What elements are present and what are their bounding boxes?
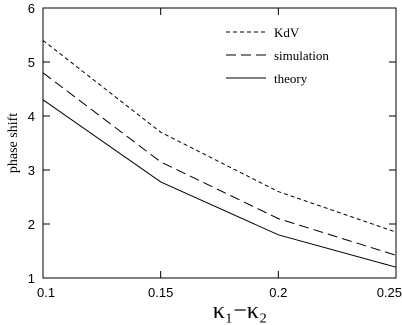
x-tick-label-0: 0.1 <box>37 285 55 300</box>
legend: KdV simulation theory <box>226 25 329 86</box>
y-tick-label-0: 1 <box>28 271 35 286</box>
y-tick-label-2: 3 <box>28 163 35 178</box>
y-tick-label-4: 5 <box>28 55 35 70</box>
legend-label-simulation: simulation <box>274 48 329 63</box>
x-axis-label: κ₁−κ₂ <box>213 298 267 324</box>
y-tick-label-3: 4 <box>28 109 35 124</box>
series-lines <box>42 40 397 268</box>
x-tick-label-1: 0.15 <box>148 285 173 300</box>
y-tick-label-1: 2 <box>28 217 35 232</box>
y-axis-label: phase shift <box>6 113 21 173</box>
ticks: 1 2 3 4 5 6 0.1 0.15 0.2 0.25 <box>28 1 402 300</box>
series-line-simulation <box>42 72 397 256</box>
plot-frame <box>42 7 397 279</box>
legend-label-KdV: KdV <box>274 25 300 40</box>
series-line-KdV <box>42 40 397 233</box>
legend-label-theory: theory <box>274 71 308 86</box>
x-tick-label-3: 0.25 <box>377 285 402 300</box>
y-tick-label-5: 6 <box>28 1 35 16</box>
x-tick-label-2: 0.2 <box>269 285 287 300</box>
series-line-theory <box>42 99 397 268</box>
